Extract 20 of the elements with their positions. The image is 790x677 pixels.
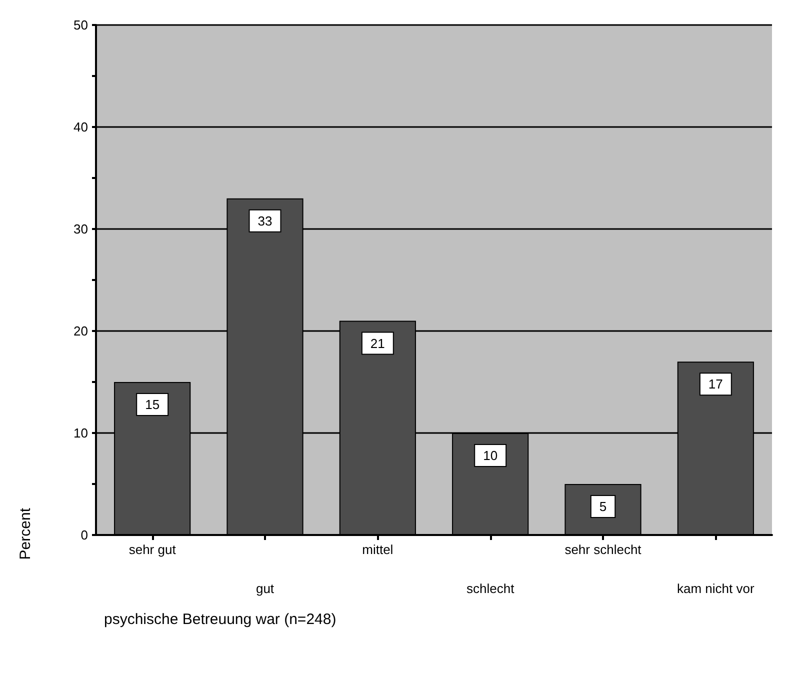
x-tick-label: kam nicht vor — [677, 581, 755, 596]
y-tick-label: 10 — [74, 426, 88, 440]
data-label: 5 — [599, 499, 607, 514]
data-label: 10 — [483, 448, 498, 463]
y-tick-label: 20 — [74, 324, 88, 338]
x-tick-label: sehr gut — [128, 542, 176, 557]
y-tick-label: 40 — [74, 120, 88, 134]
data-label: 15 — [145, 397, 160, 412]
y-tick-label: 0 — [80, 528, 88, 542]
y-tick-label: 30 — [74, 222, 88, 236]
data-label: 21 — [370, 336, 385, 351]
data-label: 33 — [258, 213, 272, 228]
x-tick-label: sehr schlecht — [564, 542, 642, 557]
y-axis-title: Percent — [17, 507, 34, 560]
data-label: 17 — [708, 376, 723, 392]
x-tick-label: mittel — [362, 542, 394, 557]
x-axis-title: psychische Betreuung war (n=248) — [104, 611, 336, 628]
x-tick-label: gut — [256, 581, 274, 596]
y-tick-label: 50 — [74, 18, 88, 32]
x-tick-label: schlecht — [466, 581, 515, 596]
